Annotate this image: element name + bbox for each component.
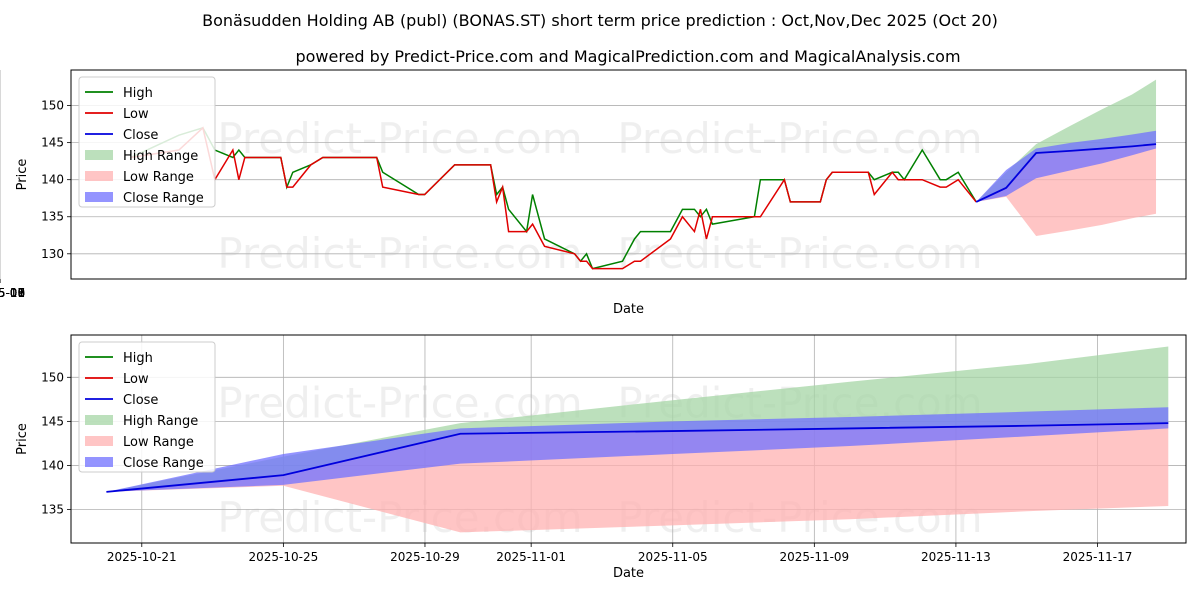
top-high-range-band	[976, 79, 1157, 202]
top-y-axis-label: Price	[15, 159, 30, 191]
bottom-legend-label-high-range: High Range	[123, 414, 198, 429]
bottom-legend-swatch-low-range	[85, 436, 113, 446]
bottom-legend-swatch-high-range	[85, 415, 113, 425]
top-plot-area	[130, 79, 1157, 270]
top-panel: Predict-Price.com Predict-Price.comPredic…	[0, 69, 1187, 317]
bottom-x-tick-label: 2025-11-13	[921, 550, 991, 564]
top-axes-frame	[70, 69, 1187, 280]
bottom-legend-label-close-range: Close Range	[123, 456, 204, 471]
bottom-x-tick-label: 2025-11-17	[1063, 550, 1133, 564]
bottom-y-tick-label: 150	[41, 370, 64, 384]
bottom-legend-label-close: Close	[123, 393, 158, 408]
bottom-x-tick-label: 2025-10-29	[390, 550, 460, 564]
top-x-tick-label: 2025-06	[0, 286, 25, 300]
top-x-tick-label: 2025-08	[0, 286, 25, 300]
bottom-y-tick-label: 135	[41, 503, 64, 517]
bottom-axes-frame	[70, 334, 1187, 544]
top-legend-swatch-low-range	[85, 171, 113, 181]
top-low-range-band	[976, 144, 1157, 237]
top-legend-label-high: High	[123, 86, 153, 101]
top-legend-label-close-range: Close Range	[123, 191, 204, 206]
top-y-tick-label: 140	[41, 173, 64, 187]
bottom-legend-label-low-range: Low Range	[123, 435, 194, 450]
bottom-y-tick-label: 140	[41, 458, 64, 472]
top-x-axis-label: Date	[613, 302, 644, 317]
top-legend-label-high-range: High Range	[123, 149, 198, 164]
bottom-high-range-band	[106, 346, 1169, 492]
top-legend-label-low-range: Low Range	[123, 170, 194, 185]
bottom-legend-label-high: High	[123, 351, 153, 366]
top-legend-swatch-high-range	[85, 150, 113, 160]
bottom-x-tick-label: 2025-11-01	[496, 550, 566, 564]
top-x-tick-label: 2025-11	[0, 286, 25, 300]
top-low-series-line	[130, 126, 977, 270]
bottom-y-tick-label: 145	[41, 414, 64, 428]
bottom-legend-swatch-close-range	[85, 457, 113, 467]
bottom-x-tick-label: 2025-11-09	[779, 550, 849, 564]
top-x-tick-label: 2025-09	[0, 286, 25, 300]
top-y-tick-label: 150	[41, 99, 64, 113]
top-legend-label-low: Low	[123, 107, 149, 122]
bottom-x-axis-label: Date	[613, 566, 644, 581]
chart-subtitle: powered by Predict-Price.com and Magical…	[295, 47, 960, 66]
top-y-tick-label: 130	[41, 247, 64, 261]
chart-title: Bonäsudden Holding AB (publ) (BONAS.ST) …	[202, 11, 998, 30]
top-y-tick-label: 145	[41, 136, 64, 150]
bottom-x-tick-label: 2025-10-25	[249, 550, 319, 564]
top-x-tick-label: 2025-07	[0, 286, 25, 300]
top-y-tick-label: 135	[41, 210, 64, 224]
bottom-low-range-band	[106, 423, 1169, 533]
top-watermark: Predict-Price.com	[617, 114, 982, 163]
top-legend-label-close: Close	[123, 128, 158, 143]
top-legend: High Low Close High Range Low Range Close Ran…	[78, 76, 216, 208]
bottom-panel: Predict-Price.comPredict-Price.comPredic…	[15, 334, 1187, 581]
bottom-plot-area	[106, 346, 1169, 533]
bottom-legend: High Low Close High Range Low Range Close Ran…	[78, 341, 216, 473]
bottom-x-tick-label: 2025-10-21	[107, 550, 177, 564]
top-close-series-line	[975, 143, 1157, 203]
bottom-x-tick-label: 2025-11-05	[638, 550, 708, 564]
bottom-legend-label-low: Low	[123, 372, 149, 387]
top-legend-swatch-close-range	[85, 192, 113, 202]
bottom-close-series-line	[106, 422, 1169, 493]
bottom-y-axis-label: Price	[15, 423, 30, 455]
top-watermark: Predict-Price.com	[217, 114, 582, 163]
top-x-tick-label: 2025-10	[0, 286, 25, 300]
